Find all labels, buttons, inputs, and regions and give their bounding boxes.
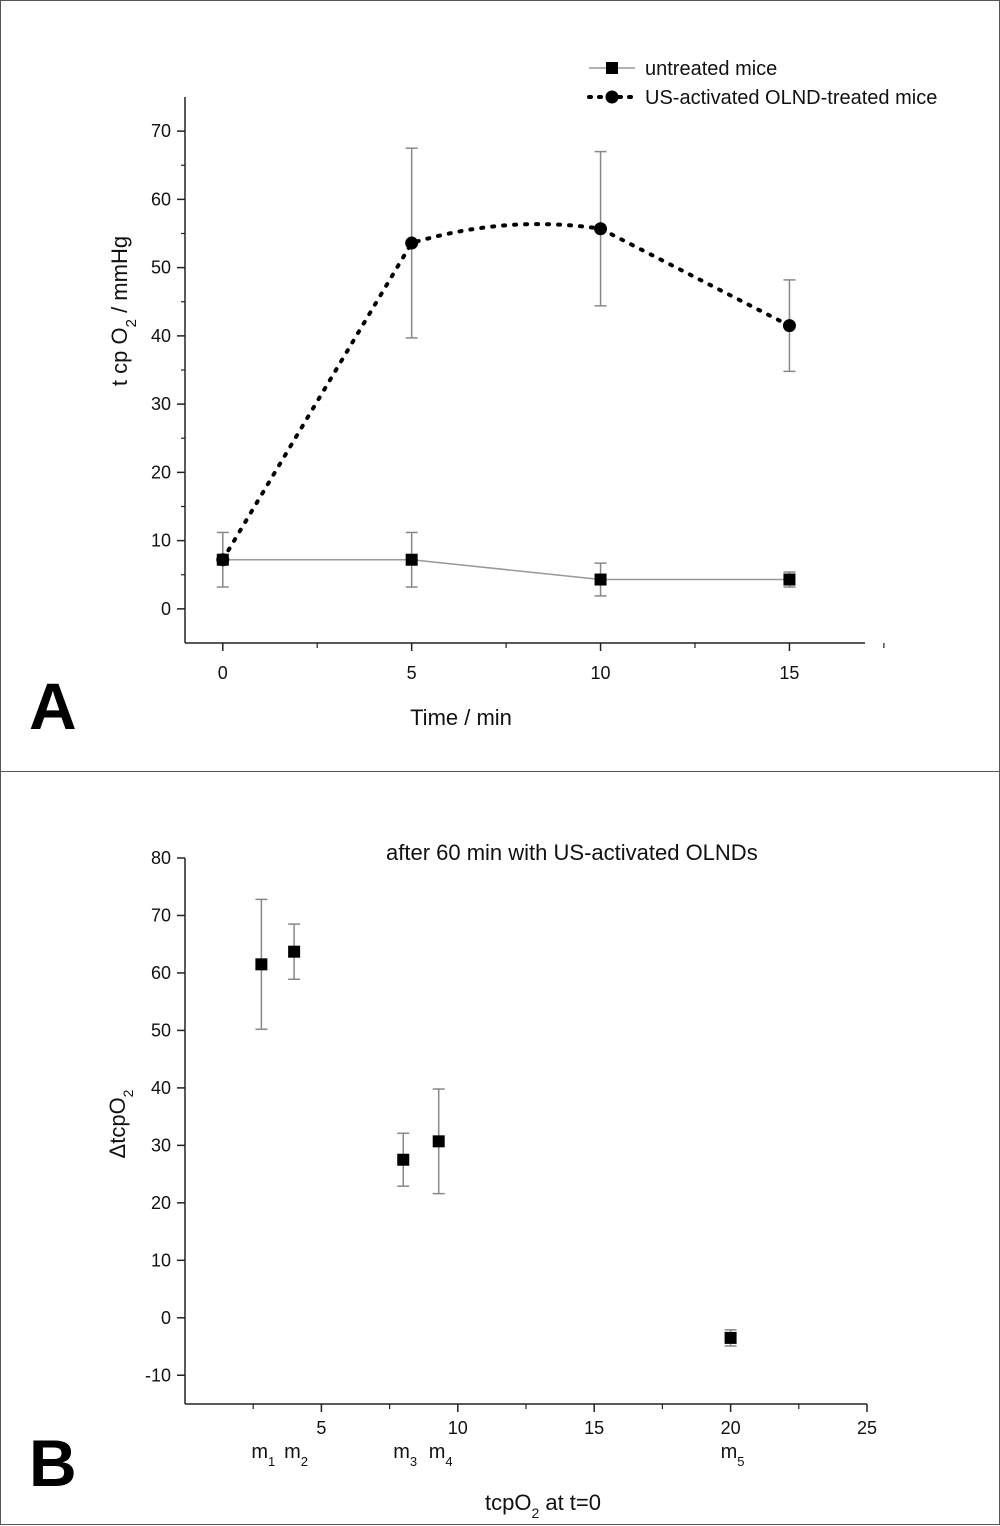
untreated-point [783,573,796,586]
untreated-point [405,553,418,566]
legend: untreated mice US-activated OLND-treated … [587,58,937,109]
point-label: m3 [393,1441,417,1469]
point-label: m5 [721,1441,745,1469]
chart-a: 0 10 20 30 40 50 60 70 0 5 10 15 Time / min t cp O2 /… [29,58,937,743]
y-tick-label: 30 [151,394,171,414]
y-tick-label: 40 [151,326,171,346]
treated-point [594,222,608,236]
legend-treated-label: US-activated OLND-treated mice [645,87,937,109]
b-point [432,1135,445,1148]
legend-untreated-marker [606,62,618,74]
y-tick-label: 40 [151,1078,171,1098]
y-tick-label: -10 [145,1365,171,1385]
treated-point [782,319,796,333]
x-tick-label: 15 [584,1418,604,1438]
x-tick-label: 15 [779,663,799,683]
panel-b: -10 0 10 20 30 40 50 60 70 80 5 10 15 20 25 after 60 mi… [0,771,1000,1525]
panel-label-b: B [29,1426,77,1500]
y-tick-label: 70 [151,905,171,925]
x-tick-label: 10 [448,1418,468,1438]
y-tick-label: 50 [151,258,171,278]
treated-point [405,236,419,250]
y-axis-title: ΔtcpO2 [105,1089,136,1158]
series-treated-line [220,222,792,562]
chart-b: -10 0 10 20 30 40 50 60 70 80 5 10 15 20 25 after 60 mi… [29,840,877,1521]
y-tick-label: 50 [151,1020,171,1040]
x-axis-title: tcpO2 at t=0 [485,1490,601,1521]
series-untreated-line [222,558,790,581]
b-point [724,1331,737,1344]
x-axis-title: Time / min [410,705,512,730]
panel-label-a: A [29,669,77,743]
y-tick-label: 30 [151,1135,171,1155]
point-label: m4 [429,1441,453,1469]
y-tick-label: 20 [151,462,171,482]
point-label: m2 [284,1441,308,1469]
y-tick-label: 0 [161,599,171,619]
point-label: m1 [251,1441,275,1469]
panel-a: 0 10 20 30 40 50 60 70 0 5 10 15 Time / min t cp O2 /… [0,0,1000,772]
chart-title: after 60 min with US-activated OLNDs [386,840,758,865]
series-b [255,898,737,1347]
x-tick-label: 25 [857,1418,877,1438]
y-tick-label: 60 [151,963,171,983]
x-tick-label: 5 [407,663,417,683]
y-tick-label: 80 [151,848,171,868]
y-tick-label: 70 [151,121,171,141]
b-point [255,958,268,971]
series-untreated [216,531,796,597]
series-treated [216,147,796,567]
y-tick-label: 60 [151,189,171,209]
x-tick-label: 0 [218,663,228,683]
y-tick-label: 0 [161,1308,171,1328]
x-tick-label: 20 [721,1418,741,1438]
treated-point [216,553,230,567]
y-axis-title: t cp O2 / mmHg [107,236,140,386]
x-tick-label: 5 [316,1418,326,1438]
b-point [397,1153,410,1166]
legend-untreated-label: untreated mice [645,58,777,80]
y-tick-label: 10 [151,531,171,551]
y-tick-label: 20 [151,1193,171,1213]
x-tick-label: 10 [591,663,611,683]
y-tick-label: 10 [151,1250,171,1270]
legend-treated-marker [605,90,619,104]
untreated-point [594,573,607,586]
b-point [288,945,301,958]
